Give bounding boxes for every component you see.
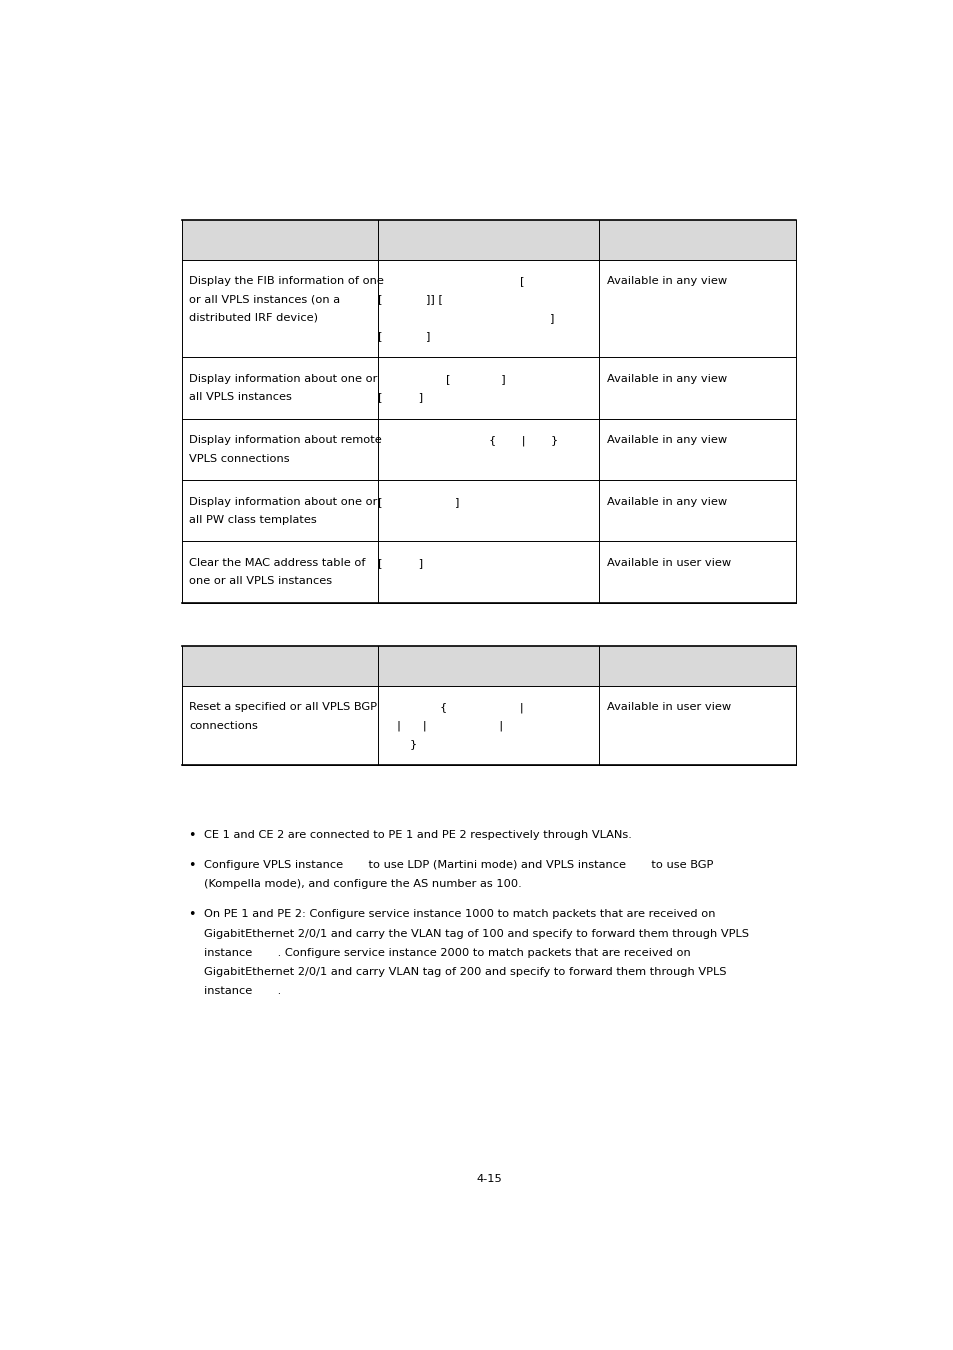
Text: Configure VPLS instance       to use LDP (Martini mode) and VPLS instance       : Configure VPLS instance to use LDP (Mart… — [204, 860, 713, 871]
Text: instance       .: instance . — [204, 986, 281, 996]
Text: one or all VPLS instances: one or all VPLS instances — [190, 576, 333, 586]
Text: instance       . Configure service instance 2000 to match packets that are recei: instance . Configure service instance 20… — [204, 948, 690, 957]
Text: Available in any view: Available in any view — [606, 435, 726, 446]
Bar — [182, 647, 795, 686]
Text: [            ]: [ ] — [378, 331, 431, 340]
Text: connections: connections — [190, 721, 258, 730]
Text: |      |                    |: | | | — [396, 721, 502, 730]
Bar — [182, 541, 795, 602]
Bar — [182, 220, 795, 259]
Bar — [182, 259, 795, 358]
Text: 4-15: 4-15 — [476, 1173, 501, 1184]
Bar — [182, 686, 795, 765]
Text: VPLS connections: VPLS connections — [190, 454, 290, 463]
Bar — [182, 358, 795, 418]
Text: Display information about remote: Display information about remote — [190, 435, 382, 446]
Text: ]: ] — [550, 313, 554, 323]
Text: all PW class templates: all PW class templates — [190, 514, 317, 525]
Text: {       |       }: { | } — [488, 435, 558, 446]
Text: On PE 1 and PE 2: Configure service instance 1000 to match packets that are rece: On PE 1 and PE 2: Configure service inst… — [204, 910, 715, 919]
Text: Display information about one or: Display information about one or — [190, 374, 377, 383]
Text: Available in user view: Available in user view — [606, 558, 730, 568]
Text: [            ]] [: [ ]] [ — [378, 294, 443, 305]
Text: [                    ]: [ ] — [378, 497, 459, 506]
Text: Available in any view: Available in any view — [606, 374, 726, 383]
Text: [: [ — [519, 277, 523, 286]
Text: [          ]: [ ] — [378, 558, 423, 568]
Text: {                    |: { | — [439, 702, 523, 713]
Text: GigabitEthernet 2/0/1 and carry VLAN tag of 200 and specify to forward them thro: GigabitEthernet 2/0/1 and carry VLAN tag… — [204, 967, 726, 976]
Text: Available in any view: Available in any view — [606, 277, 726, 286]
Text: }: } — [409, 738, 416, 749]
Text: Display information about one or: Display information about one or — [190, 497, 377, 506]
Text: [              ]: [ ] — [445, 374, 505, 383]
Text: all VPLS instances: all VPLS instances — [190, 393, 292, 402]
Text: Display the FIB information of one: Display the FIB information of one — [190, 277, 384, 286]
Text: Clear the MAC address table of: Clear the MAC address table of — [190, 558, 366, 568]
Text: •: • — [188, 859, 195, 872]
Text: [          ]: [ ] — [378, 393, 423, 402]
Text: •: • — [188, 829, 195, 842]
Bar — [182, 481, 795, 541]
Text: or all VPLS instances (on a: or all VPLS instances (on a — [190, 294, 340, 305]
Bar — [182, 418, 795, 481]
Text: Available in user view: Available in user view — [606, 702, 730, 713]
Text: Reset a specified or all VPLS BGP: Reset a specified or all VPLS BGP — [190, 702, 377, 713]
Text: Available in any view: Available in any view — [606, 497, 726, 506]
Text: GigabitEthernet 2/0/1 and carry the VLAN tag of 100 and specify to forward them : GigabitEthernet 2/0/1 and carry the VLAN… — [204, 929, 748, 938]
Text: •: • — [188, 909, 195, 921]
Text: CE 1 and CE 2 are connected to PE 1 and PE 2 respectively through VLANs.: CE 1 and CE 2 are connected to PE 1 and … — [204, 830, 632, 840]
Text: (Kompella mode), and configure the AS number as 100.: (Kompella mode), and configure the AS nu… — [204, 879, 521, 890]
Text: distributed IRF device): distributed IRF device) — [190, 313, 318, 323]
